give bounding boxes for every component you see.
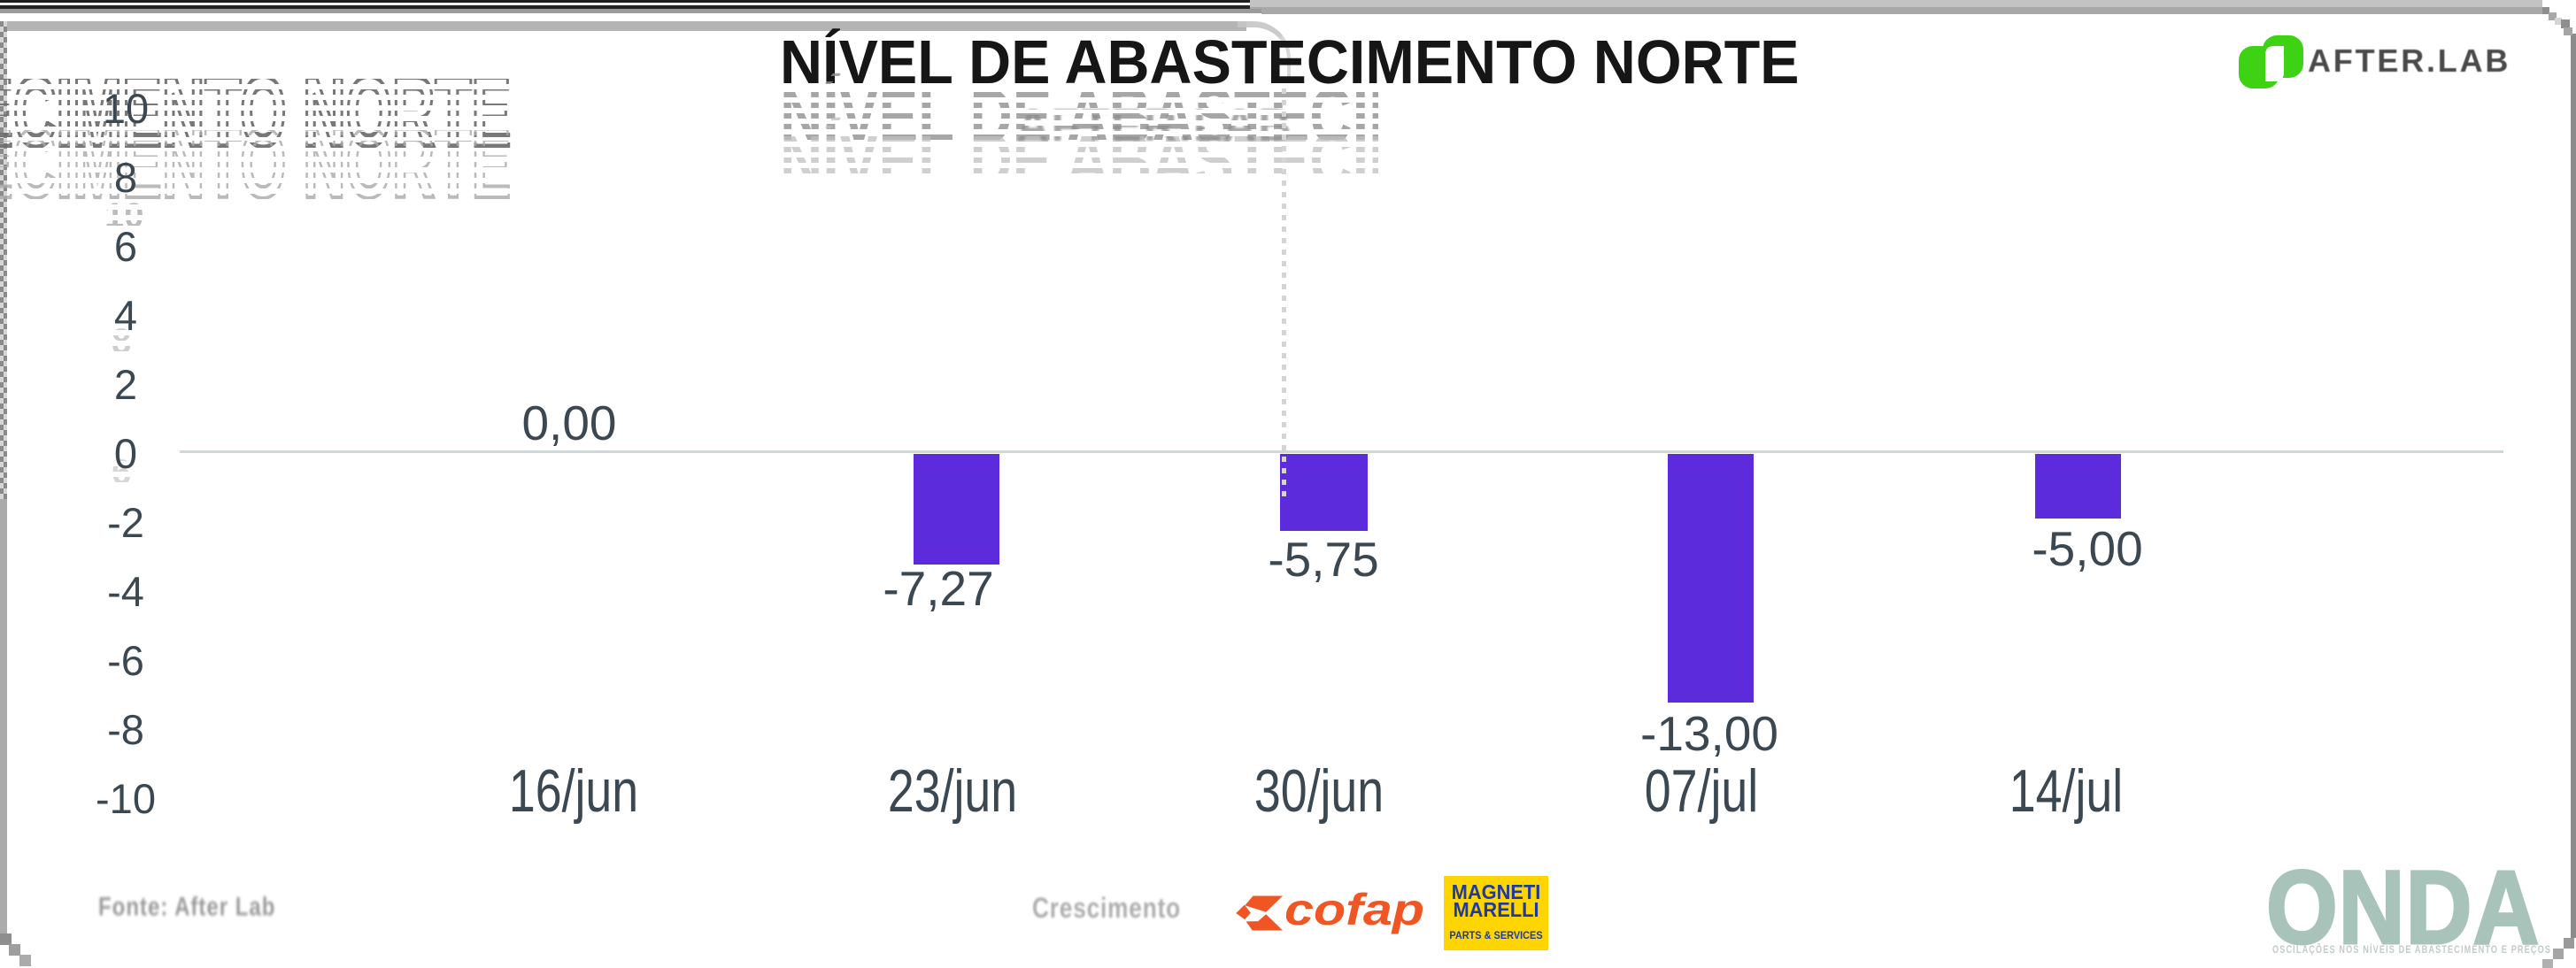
svg-text:cofap: cofap	[1284, 889, 1424, 934]
